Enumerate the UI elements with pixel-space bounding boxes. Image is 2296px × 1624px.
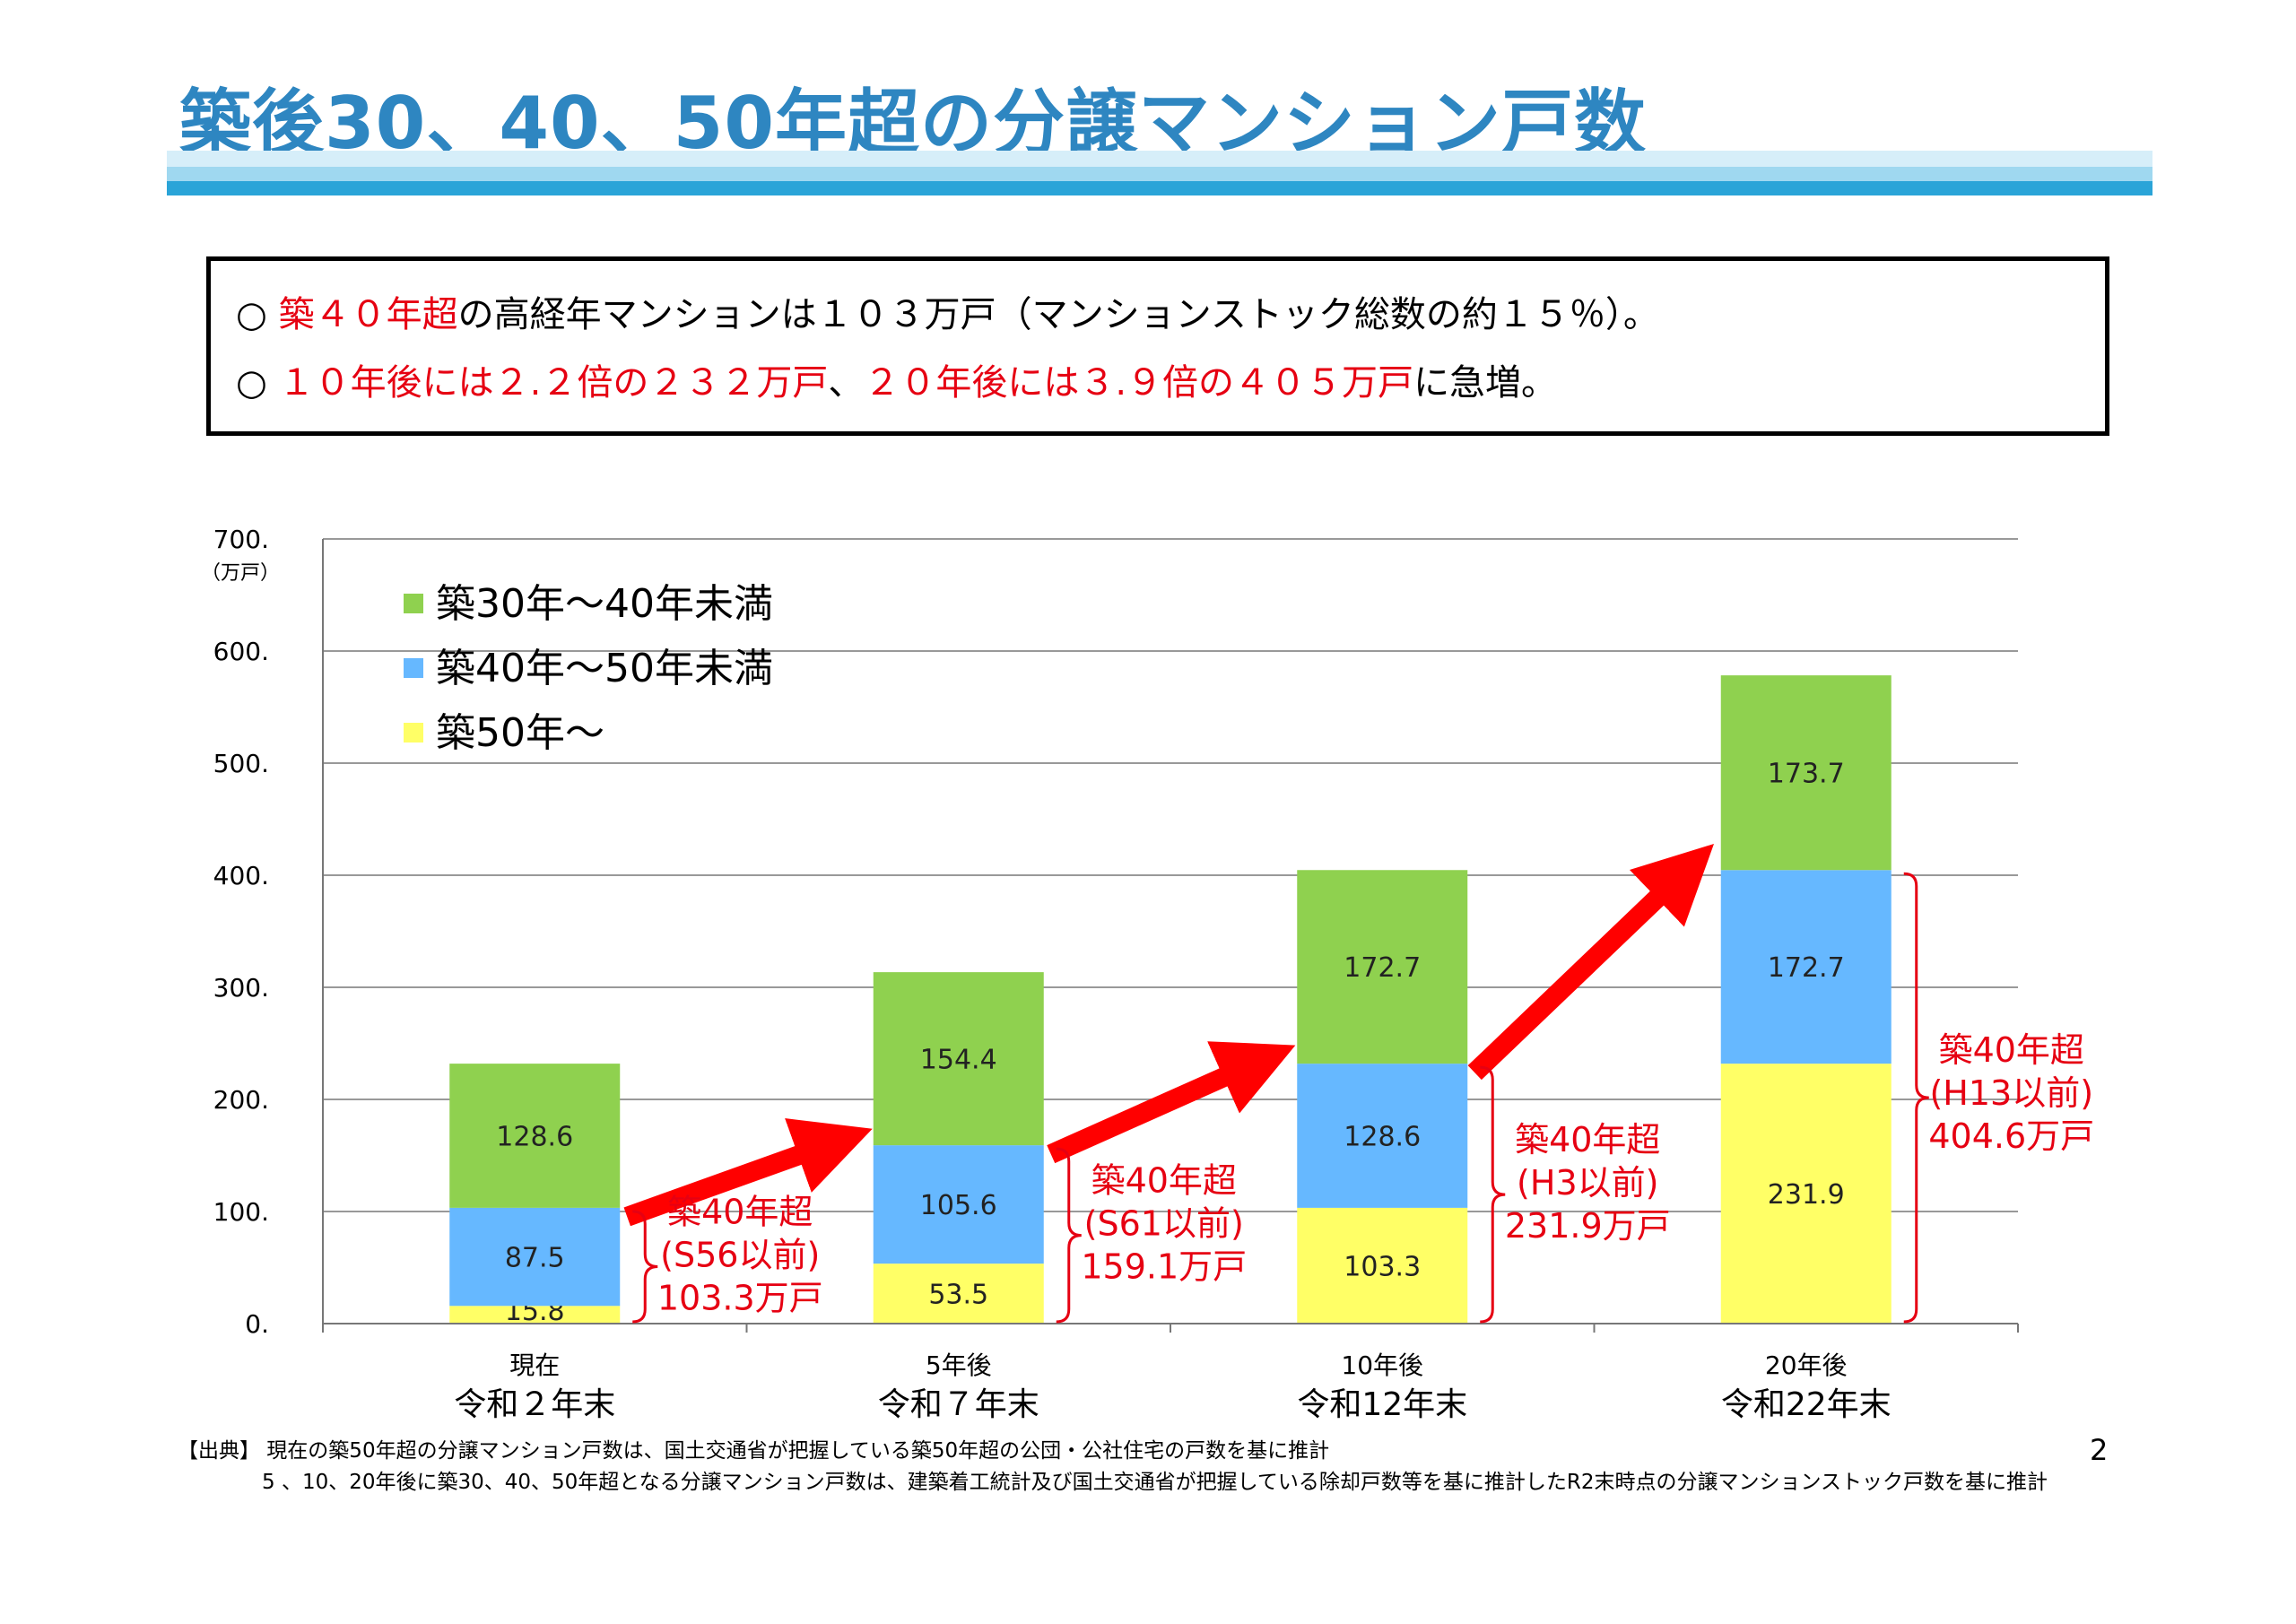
legend-label: 築50年～ [436,710,604,756]
bar-segment [1297,1207,1468,1324]
annotation-brace [1056,1147,1082,1324]
x-sublabel: 令和２年末 [454,1386,615,1423]
growth-arrow [1467,843,1715,1081]
data-label: 103.3 [1344,1251,1421,1282]
annotation-text: (S56以前) [660,1235,820,1274]
y-tick-label: 700. [213,525,269,554]
x-tick-label: 5年後 [926,1350,992,1380]
legend-swatch [404,658,423,678]
axes: 0. 100. 200. 300. 400. 500. 600. 700. （万戸） 現在令和２年… [201,525,2019,1423]
data-label: 128.6 [1344,1122,1421,1153]
annotation-text: (H3以前) [1517,1163,1658,1203]
title-underline [167,151,2152,197]
annotation-brace [1903,872,1929,1324]
bar-segment [1720,870,1892,1064]
y-tick-label: 600. [213,637,269,666]
y-tick-label: 100. [213,1197,269,1227]
summary-line2-seg-3: ２０年後には３.９倍の４０５万戸 [864,362,1414,404]
annotation-text: (S61以前) [1084,1204,1244,1244]
bar-segment [1720,1064,1892,1324]
page-number: 2 [2090,1433,2109,1467]
annotation-brace [1480,1065,1506,1324]
x-tick-label: 現在 [509,1350,560,1380]
legend-label: 築40年～50年未満 [436,646,773,691]
bar-segment [1720,675,1892,871]
summary-line2-seg-2: 、 [828,362,865,404]
annotation-brace [632,1210,658,1324]
bar-segment [449,1064,621,1208]
summary-line2-seg-1: １０年後には２.２倍の２３２万戸 [278,362,829,404]
bar-segment [1297,1064,1468,1208]
summary-line1-seg-0: ○ [236,294,279,335]
y-tick-label: 300. [213,973,269,1003]
data-label: 173.7 [1768,759,1845,790]
page-title: 築後30、40、50年超の分譲マンション戸数 [179,82,1647,165]
growth-arrows [623,843,1715,1227]
annotation-text: 築40年超 [1091,1161,1237,1201]
bar-segment [449,1207,621,1307]
source-line-2: 5 、10、20年後に築30、40、50年超となる分譲マンション戸数は、建築着工… [262,1470,2048,1494]
summary-box: ○ 築４０年超の高経年マンションは１０３万戸（マンションストック総数の約１５％）… [206,256,2109,436]
source-line-1: 【出典】 現在の築50年超の分譲マンション戸数は、国土交通省が把握している築50… [178,1439,1330,1463]
data-label: 105.6 [920,1190,997,1221]
y-tick-label: 400. [213,861,269,890]
annotation-text: 103.3万戸 [657,1278,823,1317]
legend-label: 築30年～40年未満 [436,581,773,627]
y-tick-label: 500. [213,749,269,778]
bar-segment [873,972,1044,1146]
x-sublabel: 令和12年末 [1297,1386,1467,1423]
data-label: 128.6 [496,1122,573,1153]
data-label: 87.5 [505,1243,565,1274]
summary-line-2: ○ １０年後には２.２倍の２３２万戸、２０年後には３.９倍の４０５万戸に急増。 [236,365,1557,401]
summary-line1-seg-1: 築４０年超 [278,294,458,335]
summary-line-1: ○ 築４０年超の高経年マンションは１０３万戸（マンションストック総数の約１５％）… [236,297,1659,333]
annotations: 築40年超(S56以前)103.3万戸築40年超(S61以前)159.1万戸築4… [632,872,2094,1324]
annotation-text: 築40年超 [1939,1030,2084,1070]
x-tick-label: 20年後 [1765,1350,1848,1380]
summary-line2-seg-4: に急増。 [1413,362,1558,404]
growth-arrow [623,1118,873,1227]
source-note: 【出典】 現在の築50年超の分譲マンション戸数は、国土交通省が把握している築50… [178,1436,2048,1498]
annotation-text: 159.1万戸 [1081,1247,1247,1287]
annotation-text: 築40年超 [667,1192,813,1231]
bar-layer: 15.887.5128.653.5105.6154.4103.3128.6172… [449,675,1892,1327]
data-label: 172.7 [1768,952,1845,984]
data-label: 172.7 [1344,952,1421,984]
bar-segment [449,1306,621,1324]
summary-line2-seg-0: ○ [236,362,279,404]
x-tick-label: 10年後 [1341,1350,1423,1380]
x-sublabel: 令和22年末 [1721,1386,1892,1423]
annotation-text: 231.9万戸 [1505,1206,1671,1246]
y-tick-label: 0. [245,1309,269,1339]
annotation-text: 築40年超 [1515,1120,1660,1159]
y-tick-label: 200. [213,1085,269,1115]
data-label: 53.5 [928,1280,988,1311]
data-label: 154.4 [920,1045,997,1076]
annotation-text: 404.6万戸 [1928,1116,2094,1156]
growth-arrow [1047,1041,1296,1164]
data-label: 231.9 [1768,1179,1845,1211]
y-unit-label: （万戸） [201,562,280,585]
legend-swatch [404,594,423,613]
bar-segment [873,1145,1044,1264]
x-sublabel: 令和７年末 [878,1386,1039,1423]
bar-segment [873,1264,1044,1324]
legend-swatch [404,723,423,743]
summary-line1-seg-2: の高経年マンションは１０３万戸（マンションストック総数の約１５％）。 [457,294,1659,335]
bar-segment [1297,870,1468,1064]
annotation-text: (H13以前) [1929,1073,2093,1113]
